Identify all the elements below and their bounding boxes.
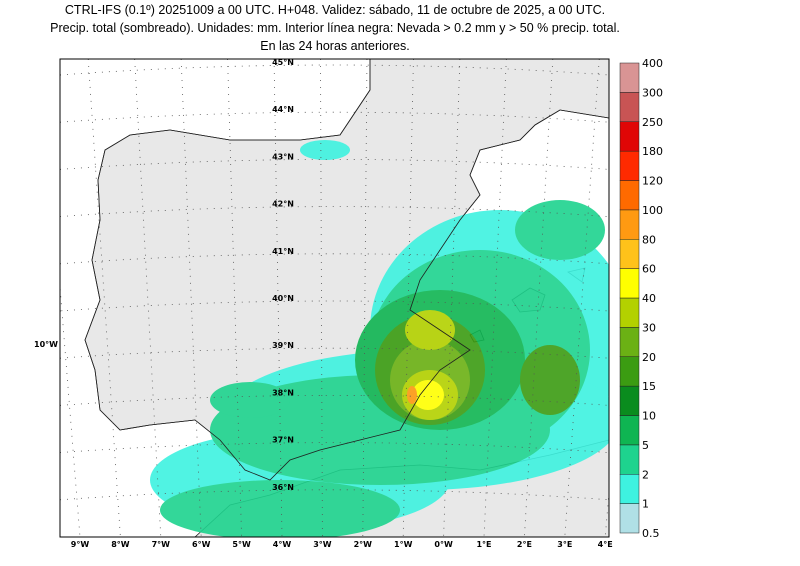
lat-label: 37°N — [272, 436, 294, 445]
lat-label: 38°N — [272, 388, 294, 397]
colorbar-label: 60 — [642, 263, 656, 276]
colorbar-swatch — [619, 150, 640, 181]
colorbar-label: 120 — [642, 175, 663, 188]
colorbar-swatch — [619, 474, 640, 504]
precipitation — [150, 140, 609, 537]
lon-label: 2°E — [517, 540, 532, 549]
lat-label: 45°N — [272, 58, 294, 67]
lat-label: 42°N — [272, 200, 294, 209]
lon-label: 0°W — [434, 540, 453, 549]
colorbar-swatch — [619, 385, 640, 416]
colorbar-swatch — [619, 415, 640, 446]
colorbar-label: 5 — [642, 439, 649, 452]
colorbar-swatch — [619, 444, 640, 475]
lat-label: 43°N — [272, 152, 294, 161]
colorbar-label: 100 — [642, 204, 663, 217]
lat-label: 44°N — [272, 105, 294, 114]
lon-label: 8°W — [111, 540, 130, 549]
colorbar-swatch — [619, 239, 640, 269]
colorbar-swatch — [619, 209, 640, 240]
colorbar-label: 20 — [642, 351, 656, 364]
graticule — [524, 59, 554, 537]
colorbar-swatch — [619, 121, 640, 152]
lon-label: 1°W — [394, 540, 413, 549]
colorbar-label: 400 — [642, 57, 663, 70]
lon-label: 2°W — [354, 540, 373, 549]
colorbar-swatch — [619, 92, 640, 122]
map-frame — [59, 58, 610, 538]
lat-label: 40°N — [272, 294, 294, 303]
lon-label: 9°W — [71, 540, 90, 549]
title-line: Precip. total (sombreado). Unidades: mm.… — [50, 21, 620, 35]
map-area — [60, 59, 609, 537]
colorbar-label: 30 — [642, 321, 656, 334]
title-line: En las 24 horas anteriores. — [260, 39, 410, 53]
colorbar-label: 250 — [642, 116, 663, 129]
colorbar-swatch — [619, 297, 640, 328]
graticule — [60, 282, 81, 537]
title-line: CTRL-IFS (0.1º) 20251009 a 00 UTC. H+048… — [64, 3, 606, 17]
lon-label: 10°W — [34, 340, 58, 349]
lon-label: 3°E — [557, 540, 572, 549]
lon-label: 4°W — [273, 540, 292, 549]
colorbar-swatch — [619, 503, 640, 534]
colorbar-swatch — [619, 180, 640, 211]
colorbar-swatch — [619, 62, 640, 93]
lon-label: 5°W — [232, 540, 251, 549]
colorbar-label: 300 — [642, 86, 663, 99]
colorbar-swatch — [619, 356, 640, 387]
colorbar-label: 1 — [642, 498, 649, 511]
colorbar-label: 10 — [642, 410, 656, 423]
lon-label: 3°W — [313, 540, 332, 549]
lat-label: 36°N — [272, 483, 294, 492]
colorbar-swatch — [619, 327, 640, 357]
lon-label: 7°W — [152, 540, 171, 549]
colorbar-label: 0.5 — [642, 527, 660, 540]
lat-label: 39°N — [272, 341, 294, 350]
lat-label: 41°N — [272, 247, 294, 256]
coastline — [84, 59, 609, 481]
colorbar-label: 40 — [642, 292, 656, 305]
lon-label: 1°E — [476, 540, 491, 549]
graticule — [87, 59, 121, 537]
colorbar-label: 15 — [642, 380, 656, 393]
graticule — [564, 59, 600, 537]
lon-label: 6°W — [192, 540, 211, 549]
colorbar-label: 2 — [642, 468, 649, 481]
colorbar-swatch — [619, 268, 640, 299]
colorbar-label: 80 — [642, 233, 656, 246]
colorbar-label: 180 — [642, 145, 663, 158]
lon-label: 4°E — [598, 540, 613, 549]
